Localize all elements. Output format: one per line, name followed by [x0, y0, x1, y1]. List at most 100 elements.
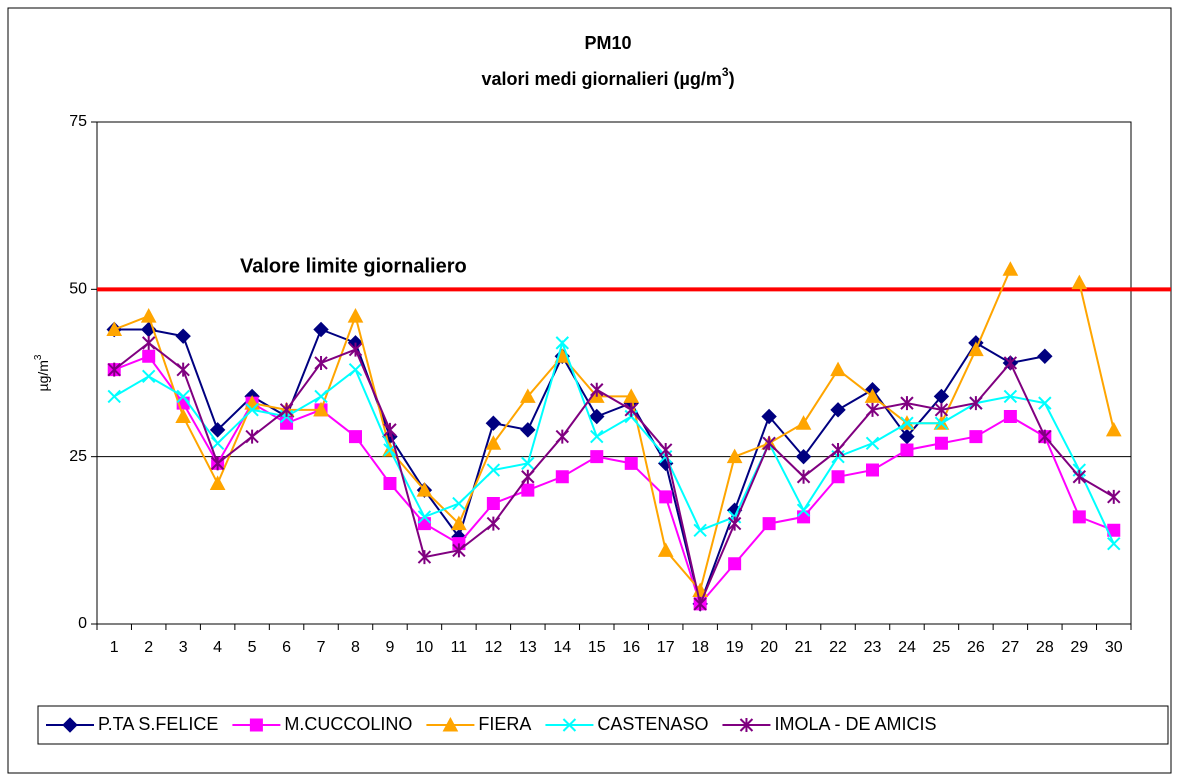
marker: [900, 416, 914, 430]
x-tick-label: 3: [179, 639, 188, 656]
marker: [141, 335, 156, 350]
marker: [519, 388, 536, 403]
x-tick-label: 21: [795, 639, 813, 656]
marker: [864, 388, 881, 403]
marker: [485, 435, 502, 450]
marker: [486, 516, 501, 531]
marker: [210, 436, 225, 450]
marker: [590, 450, 604, 464]
marker: [452, 496, 466, 511]
marker: [175, 408, 192, 424]
x-tick-label: 15: [588, 639, 606, 656]
marker: [969, 430, 983, 444]
marker: [1002, 261, 1019, 276]
marker: [1072, 469, 1087, 484]
marker: [623, 388, 640, 403]
marker: [968, 341, 984, 357]
marker: [107, 362, 121, 377]
marker: [830, 361, 846, 377]
marker: [796, 469, 811, 484]
marker: [797, 510, 811, 524]
x-tick-label: 9: [386, 639, 395, 656]
legend-label: FIERA: [478, 714, 531, 734]
x-tick-label: 7: [317, 639, 326, 656]
y-tick-label: 50: [69, 281, 87, 298]
x-tick-label: 8: [351, 639, 360, 656]
marker: [1105, 421, 1122, 437]
x-tick-label: 30: [1105, 639, 1123, 656]
marker: [795, 415, 812, 430]
marker: [314, 355, 328, 370]
legend-label: P.TA S.FELICE: [98, 714, 218, 734]
marker: [486, 497, 500, 511]
x-tick-label: 22: [829, 639, 847, 656]
chart-subtitle: valori medi giornalieri (µg/m3): [481, 65, 734, 89]
marker: [1071, 274, 1088, 290]
marker: [761, 408, 777, 425]
marker: [830, 402, 846, 418]
chart-frame: [7, 7, 1172, 774]
marker: [1072, 510, 1086, 524]
legend-label: IMOLA - DE AMICIS: [774, 714, 936, 734]
marker: [590, 429, 604, 444]
subtitle-sup: 3: [722, 65, 729, 79]
marker: [452, 543, 466, 558]
marker: [245, 429, 259, 444]
x-tick-label: 11: [451, 639, 468, 656]
marker: [520, 422, 536, 438]
marker: [1107, 536, 1121, 551]
marker: [590, 382, 604, 397]
marker: [1003, 410, 1017, 424]
marker: [624, 402, 638, 417]
marker: [728, 557, 742, 571]
marker: [1038, 396, 1052, 410]
marker: [555, 470, 569, 484]
marker: [176, 362, 190, 377]
marker: [900, 443, 914, 457]
marker: [417, 550, 432, 565]
marker: [1038, 429, 1052, 444]
x-tick-label: 13: [519, 639, 537, 656]
marker: [1037, 348, 1053, 364]
y-tick-label: 25: [69, 448, 87, 465]
x-tick-label: 20: [760, 639, 778, 656]
legend-box: [37, 705, 1169, 745]
marker: [521, 469, 535, 484]
marker: [934, 416, 949, 430]
marker: [1003, 355, 1018, 370]
y-label-text: µg/m: [35, 360, 51, 391]
marker: [442, 716, 459, 732]
marker: [62, 717, 78, 733]
marker: [762, 517, 776, 531]
marker: [934, 436, 948, 450]
marker: [416, 482, 433, 497]
x-tick-label: 25: [933, 639, 951, 656]
marker: [831, 442, 845, 457]
marker: [900, 396, 914, 411]
marker: [142, 349, 156, 363]
y-axis-label: µg/m3: [33, 354, 51, 391]
marker: [210, 456, 225, 471]
marker: [795, 448, 812, 465]
marker: [349, 430, 362, 444]
y-tick-label: 0: [78, 615, 87, 632]
x-tick-label: 18: [691, 639, 709, 656]
x-tick-label: 16: [622, 639, 640, 656]
marker: [107, 389, 121, 404]
marker: [555, 336, 570, 350]
x-tick-label: 27: [1001, 639, 1019, 656]
marker: [280, 416, 294, 430]
marker: [106, 321, 123, 336]
x-tick-label: 23: [864, 639, 882, 656]
marker: [383, 422, 397, 437]
marker: [141, 369, 156, 384]
marker: [726, 448, 743, 464]
y-label-sup: 3: [33, 354, 44, 360]
marker: [348, 342, 363, 357]
marker: [521, 456, 535, 471]
marker: [831, 470, 845, 484]
y-tick-label: 75: [69, 113, 87, 130]
marker: [485, 415, 502, 431]
